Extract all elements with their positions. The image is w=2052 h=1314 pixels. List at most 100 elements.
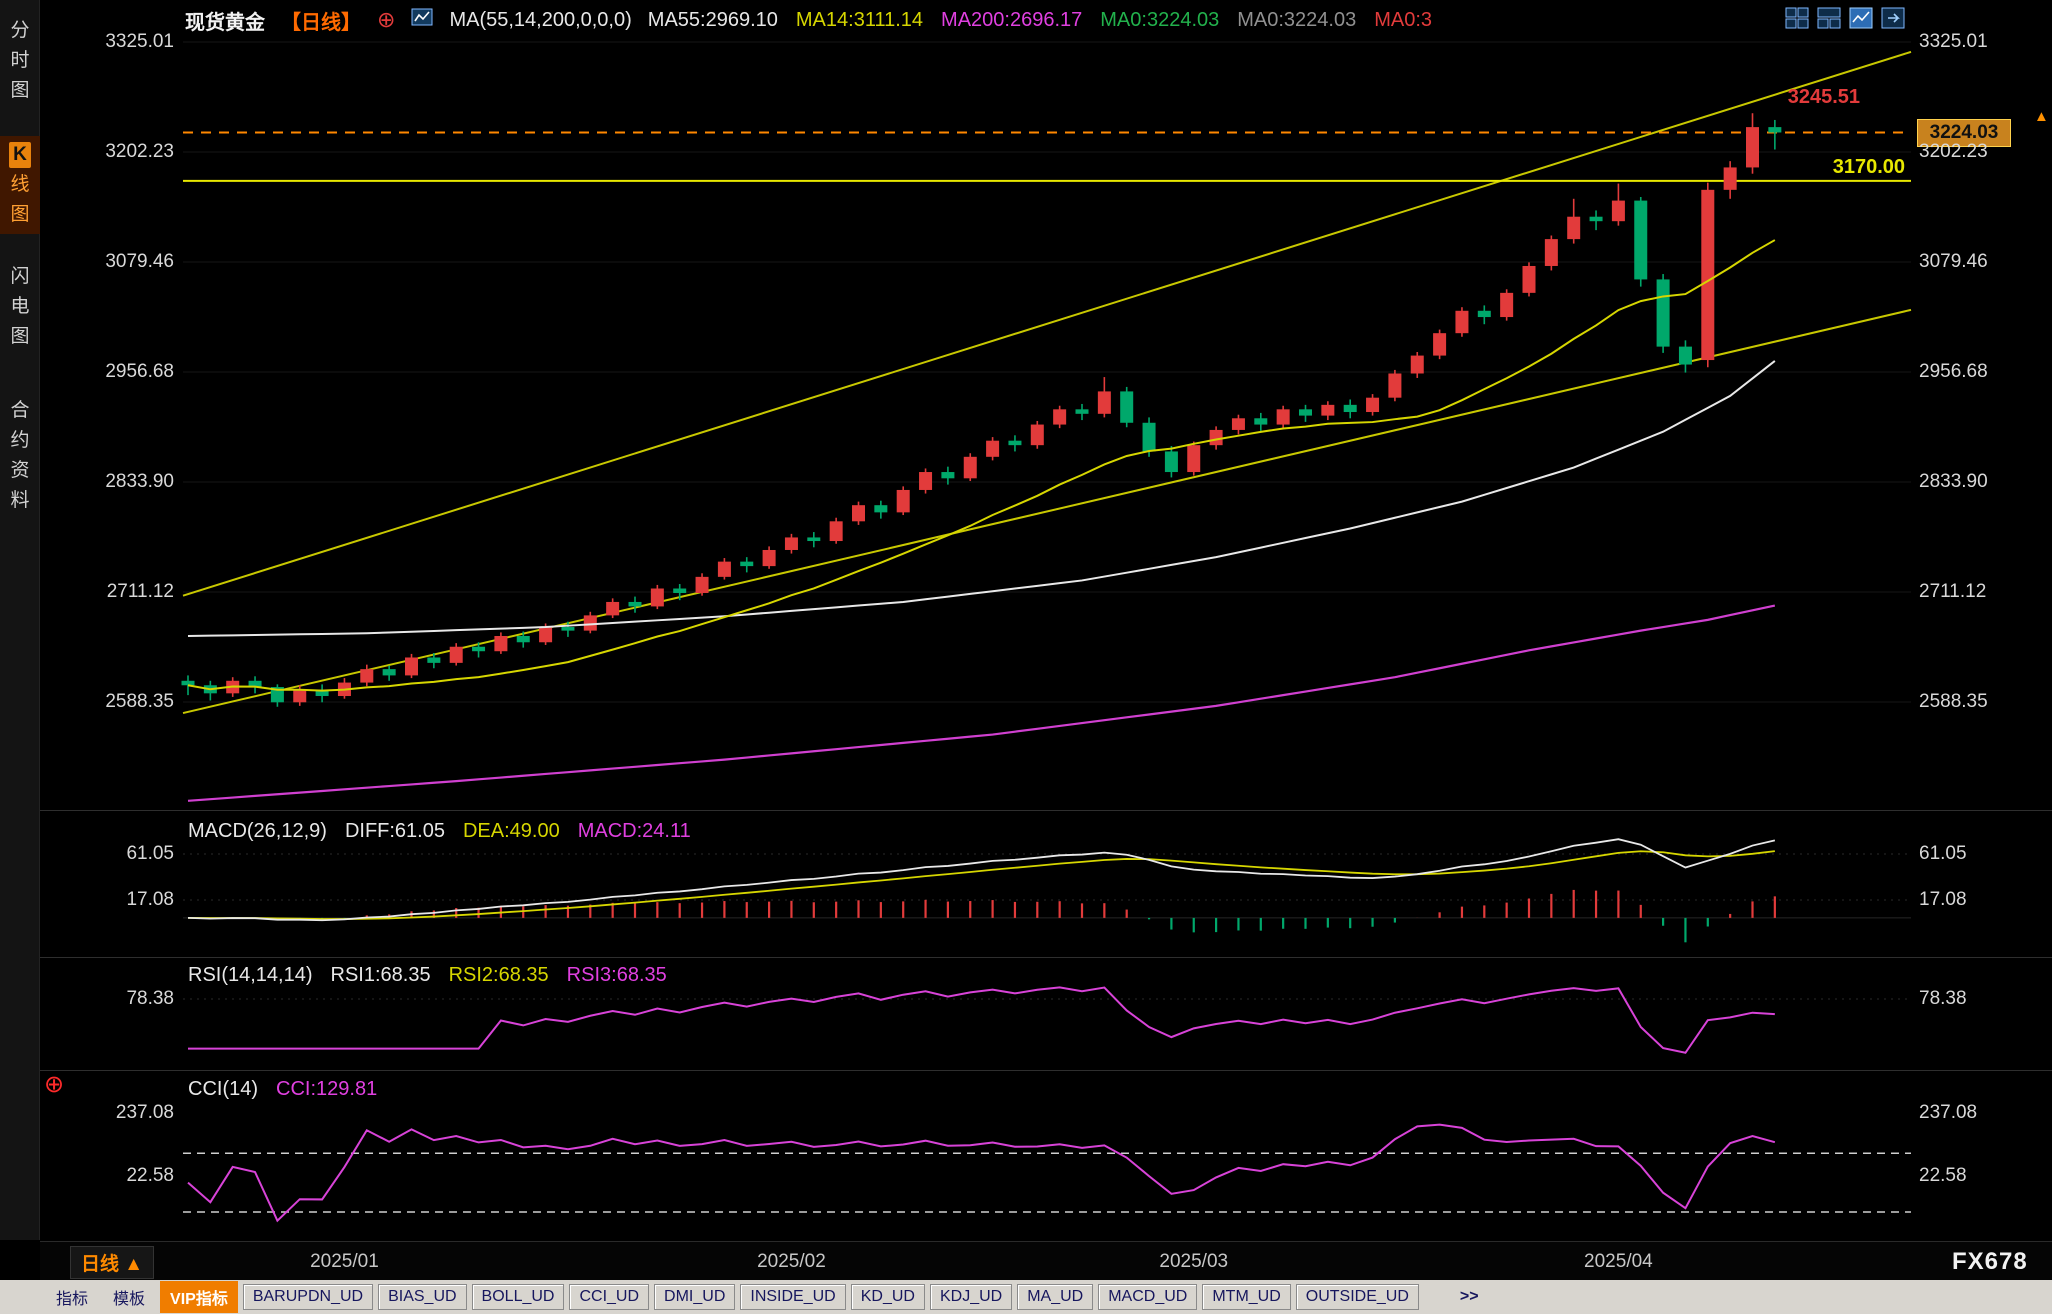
rsi-values: RSI1:68.35 RSI2:68.35 RSI3:68.35 [331, 964, 685, 986]
axis-tick-label: 3325.01 [105, 31, 174, 52]
ma-value-label: MA14:3111.14 [795, 8, 924, 31]
axis-tick-label: 2711.12 [106, 580, 174, 602]
indicator-icon[interactable] [411, 7, 433, 33]
x-axis-label: 2025/02 [757, 1251, 826, 1272]
chart-header: 现货黄金 【日线】 ⊕ MA(55,14,200,0,0,0) MA55:296… [185, 0, 1450, 40]
sidebar-tab-char: K [9, 142, 31, 168]
bottom-tab-12[interactable]: MA_UD [1017, 1284, 1094, 1310]
axis-tick-label: 3079.46 [105, 250, 174, 272]
chevron-up-icon: ▲ [124, 1254, 144, 1275]
macd-values: DIFF:61.05 DEA:49.00 MACD:24.11 [345, 820, 709, 842]
sidebar-tab-char: 图 [10, 204, 30, 225]
x-axis-label: 2025/01 [310, 1251, 379, 1272]
x-axis-label: 2025/03 [1159, 1251, 1229, 1272]
sidebar-tab-3[interactable]: 闪电图 [0, 258, 40, 356]
sidebar-tab-char: 电 [10, 296, 30, 317]
ma-values: MA55:2969.10 MA14:3111.14 MA200:2696.17 MA0… [648, 9, 1450, 32]
axis-tick-label: 22.58 [1919, 1164, 1967, 1186]
rsi-header: RSI(14,14,14) RSI1:68.35 RSI2:68.35 RSI3:68… [188, 964, 703, 987]
axis-tick-label: 2956.68 [1919, 360, 1988, 382]
axis-tick-label: 17.08 [1919, 889, 1967, 911]
latest-price-arrow-icon[interactable]: ▲ [2034, 108, 2049, 125]
cci-header: CCI(14) CCI:129.81 [188, 1078, 413, 1101]
axis-tick-label: 17.08 [126, 889, 174, 911]
recent-high-price-label: 3245.51 [1787, 86, 1860, 108]
axis-tick-label: 2588.35 [1919, 690, 1988, 712]
support-price-label: 3170.00 [1832, 156, 1905, 178]
rsi-value-label: RSI2:68.35 [448, 964, 549, 986]
cci-values: CCI:129.81 [276, 1078, 395, 1100]
bottom-tab-6[interactable]: BOLL_UD [471, 1284, 565, 1310]
period-selector[interactable]: 日线 ▲ [70, 1246, 155, 1279]
sidebar-tab-char: 闪 [10, 266, 30, 287]
macd-value-label: MACD:24.11 [577, 820, 691, 842]
axis-tick-label: 61.05 [1919, 843, 1967, 865]
ma-value-label: MA200:2696.17 [941, 8, 1083, 31]
crosshair-icon[interactable]: ⊕ [377, 7, 396, 32]
sidebar-tab-char: 时 [10, 50, 30, 71]
header-toolbar [1785, 7, 1905, 34]
indicator-icon-svg [411, 8, 433, 26]
bottom-tab-7[interactable]: CCI_UD [569, 1284, 650, 1310]
bottom-tab-14[interactable]: MTM_UD [1202, 1284, 1291, 1310]
bottom-tab-16[interactable]: >> [1459, 1288, 1479, 1305]
symbol-name: 现货黄金 [185, 11, 265, 34]
bottom-tab-9[interactable]: INSIDE_UD [740, 1284, 846, 1310]
axis-tick-label: 2833.90 [1919, 470, 1988, 492]
bottom-tab-2[interactable]: 模板 [113, 1291, 146, 1308]
rsi-params: RSI(14,14,14) [188, 964, 313, 986]
sidebar-tab-char: 图 [10, 326, 30, 347]
axis-tick-label: 3202.23 [105, 140, 174, 162]
ma-value-label: MA0:3224.03 [1237, 8, 1357, 31]
sidebar-tab-char: 资 [10, 460, 30, 481]
axis-tick-label: 61.05 [126, 843, 174, 865]
watermark: FX678 [1952, 1248, 2028, 1275]
ma-value-label: MA55:2969.10 [647, 8, 778, 31]
rsi-value-label: RSI1:68.35 [330, 964, 431, 986]
axis-tick-label: 2833.90 [105, 470, 174, 492]
hot-marker-icon[interactable]: ⊕ [44, 1071, 65, 1098]
sidebar-tab-char: 分 [10, 20, 30, 41]
bottom-tab-10[interactable]: KD_UD [850, 1284, 925, 1310]
axis-tick-label: 78.38 [126, 988, 174, 1009]
bottom-tab-1[interactable]: 指标 [56, 1291, 89, 1308]
bottom-tab-4[interactable]: BARUPDN_UD [242, 1284, 374, 1310]
ma-settings-label: MA(55,14,200,0,0,0) [449, 8, 632, 31]
ma-value-label: MA0:3224.03 [1100, 8, 1220, 31]
bottom-tab-13[interactable]: MACD_UD [1098, 1284, 1198, 1310]
axis-tick-label: 2711.12 [1919, 580, 1987, 602]
bottom-tab-8[interactable]: DMI_UD [654, 1284, 736, 1310]
sidebar-tab-4[interactable]: 合约资料 [0, 392, 40, 520]
axis-tick-label: 2588.35 [105, 690, 174, 712]
cci-params: CCI(14) [188, 1078, 259, 1100]
sidebar-tab-char: 线 [10, 174, 30, 195]
macd-value-label: DIFF:61.05 [344, 820, 445, 842]
layout-split-icon[interactable] [1817, 7, 1841, 34]
bottom-tab-5[interactable]: BIAS_UD [378, 1284, 467, 1310]
cci-value-label: CCI:129.81 [276, 1078, 378, 1100]
axis-tick-label: 78.38 [1919, 988, 1967, 1009]
axis-tick-label: 2956.68 [105, 360, 174, 382]
sidebar-tab-1[interactable]: 分时图 [0, 12, 40, 110]
axis-tick-label: 3325.01 [1919, 31, 1988, 52]
sidebar-tab-char: 图 [10, 80, 30, 101]
indicator-tab-bar: 指标 模板 VIP指标 BARUPDN_UD BIAS_UD BOLL_UD CCI_UD D… [0, 1280, 2052, 1314]
sidebar-tab-char: 料 [10, 490, 30, 511]
macd-header: MACD(26,12,9) DIFF:61.05 DEA:49.00 MACD:24.… [188, 820, 727, 843]
period-tag[interactable]: 【日线】 [281, 11, 361, 34]
sidebar-tab-char: 合 [10, 400, 30, 421]
bottom-tab-3[interactable]: VIP指标 [160, 1281, 238, 1313]
axis-tick-label: 237.08 [1919, 1102, 1978, 1123]
new-window-icon[interactable] [1881, 7, 1905, 34]
current-price-tag: 3224.03 [1917, 119, 2011, 147]
sidebar-tab-char: 约 [10, 430, 30, 451]
bottom-tab-11[interactable]: KDJ_UD [929, 1284, 1013, 1310]
x-axis-label: 2025/04 [1584, 1251, 1653, 1272]
bottom-tab-15[interactable]: OUTSIDE_UD [1295, 1284, 1419, 1310]
chart-pane-icon[interactable] [1849, 7, 1873, 34]
layout-quad-icon[interactable] [1785, 7, 1809, 34]
